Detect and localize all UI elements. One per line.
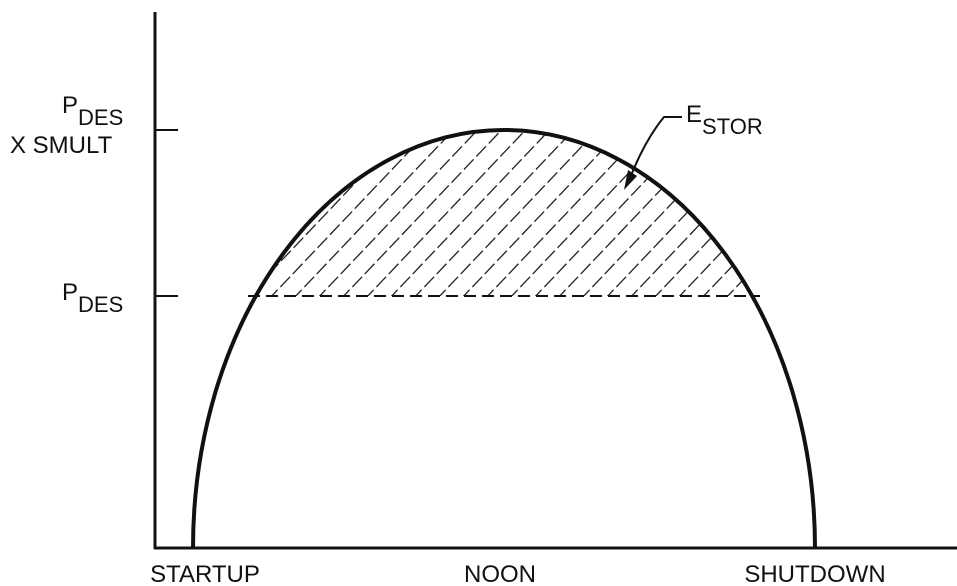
power-curve	[191, 128, 817, 549]
arrow-head	[624, 170, 637, 190]
hatch-line	[267, 130, 459, 296]
x-label: NOON	[464, 561, 536, 586]
hatch-line	[916, 100, 957, 300]
hatch-line	[291, 130, 483, 296]
hatch-line	[507, 130, 699, 296]
hatch-line	[795, 130, 815, 296]
hatch-line	[940, 100, 957, 300]
hatch-line	[193, 130, 291, 296]
hatch-line	[339, 130, 531, 296]
hatch-line	[771, 130, 815, 296]
leader-line	[629, 116, 682, 179]
hatch-line	[531, 130, 723, 296]
y-label-line2: X SMULT	[10, 132, 113, 159]
y-label: PDES	[62, 279, 123, 317]
y-label: PDES	[62, 92, 123, 130]
hatch-line	[195, 130, 387, 296]
hatch-line	[820, 100, 957, 300]
hatch-line	[844, 100, 957, 300]
hatch-line	[603, 130, 795, 296]
annotation: ESTOR	[686, 101, 763, 139]
x-label: SHUTDOWN	[744, 561, 885, 586]
hatch-line	[219, 130, 411, 296]
hatch-line	[363, 130, 555, 296]
hatch-line	[747, 130, 815, 296]
hatch-line	[868, 100, 957, 300]
hatch-line	[193, 130, 315, 296]
x-label: STARTUP	[150, 561, 260, 586]
hatch-line	[892, 100, 957, 300]
